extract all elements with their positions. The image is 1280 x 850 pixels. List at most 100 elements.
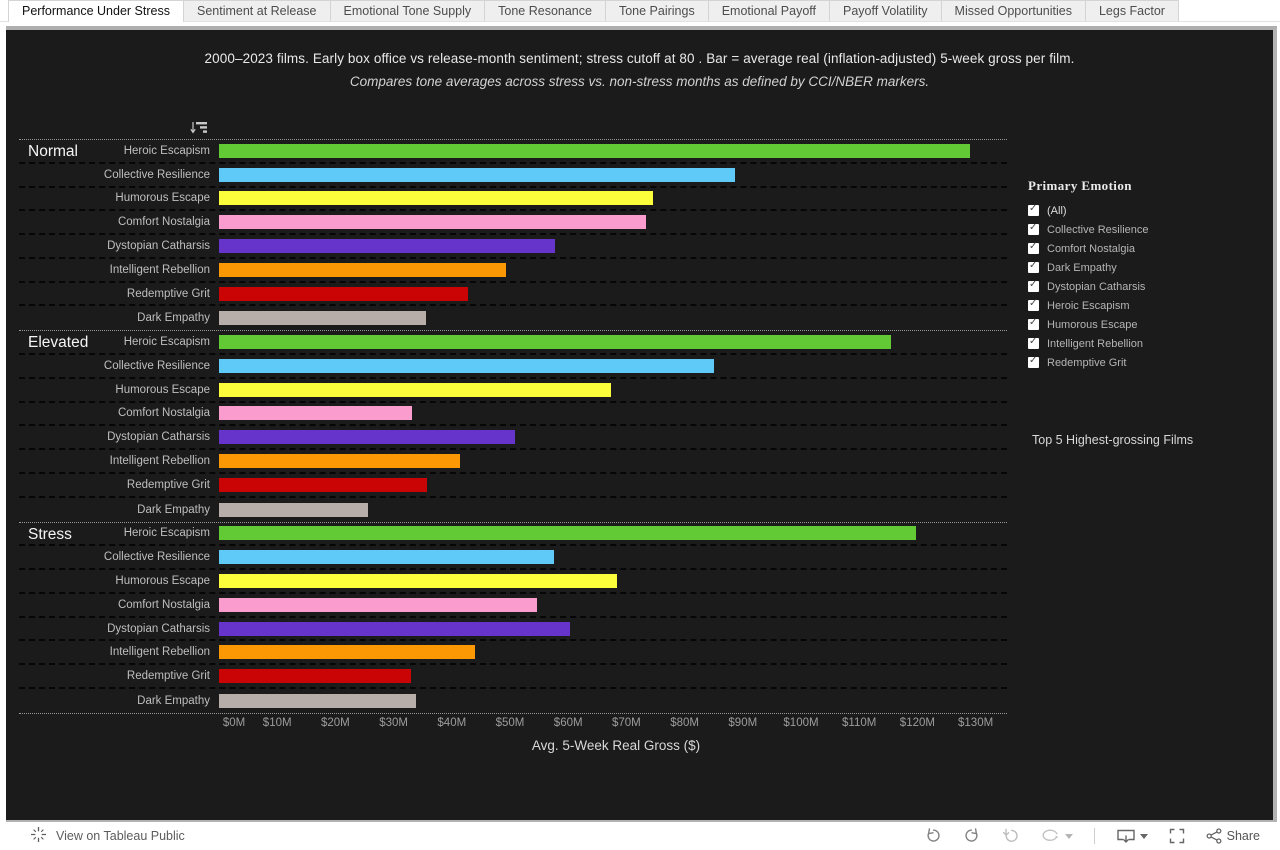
bar-track (219, 597, 1007, 612)
tab-missed-opportunities[interactable]: Missed Opportunities (940, 0, 1086, 21)
share-button[interactable]: Share (1206, 828, 1260, 844)
x-tick-0m: $0M (222, 717, 246, 729)
top5-films-title: Top 5 Highest-grossing Films (1032, 433, 1194, 447)
group-elevated: Elevated Heroic Escapism Collective Resili… (19, 330, 1007, 521)
view-on-tableau-public[interactable]: View on Tableau Public (30, 826, 185, 846)
bar-row: Heroic Escapism (19, 331, 1007, 356)
bar-normal-comfort-nostalgia[interactable] (219, 215, 647, 230)
bar-normal-collective-resilience[interactable] (219, 167, 736, 182)
bar-normal-humorous-escape[interactable] (219, 191, 654, 206)
bar-row: Redemptive Grit (19, 665, 1007, 689)
filter-item-humorous-escape[interactable]: Humorous Escape (1028, 315, 1263, 334)
category-label-redemptive-grit: Redemptive Grit (126, 670, 210, 683)
tab-emotional-tone-supply[interactable]: Emotional Tone Supply (329, 0, 486, 21)
filter-item-label: Heroic Escapism (1047, 299, 1130, 312)
checkbox-checked-icon[interactable] (1028, 279, 1039, 292)
bar-stress-comfort-nostalgia[interactable] (219, 597, 537, 612)
sheet-tabs: Performance Under Stress Sentiment at Rel… (0, 0, 1280, 22)
bar-elevated-dark-empathy[interactable] (219, 502, 368, 517)
bar-elevated-dystopian-catharsis[interactable] (219, 430, 515, 445)
bar-elevated-heroic-escapism[interactable] (219, 335, 891, 350)
dashboard: 2000–2023 films. Early box office vs rel… (6, 26, 1277, 822)
bar-stress-heroic-escapism[interactable] (219, 526, 917, 541)
bar-elevated-humorous-escape[interactable] (219, 382, 611, 397)
replay-button[interactable] (1002, 828, 1020, 844)
bar-elevated-comfort-nostalgia[interactable] (219, 406, 413, 421)
bar-normal-dark-empathy[interactable] (219, 311, 427, 326)
tab-performance-under-stress[interactable]: Performance Under Stress (8, 0, 184, 22)
bar-normal-heroic-escapism[interactable] (219, 143, 970, 158)
bar-stress-collective-resilience[interactable] (219, 550, 555, 565)
filter-item-dark-empathy[interactable]: Dark Empathy (1028, 258, 1263, 277)
tab-payoff-volatility[interactable]: Payoff Volatility (829, 0, 942, 21)
tab-sentiment-at-release[interactable]: Sentiment at Release (182, 0, 331, 21)
filter-item-all[interactable]: (All) (1028, 201, 1263, 220)
filter-item-heroic-escapism[interactable]: Heroic Escapism (1028, 296, 1263, 315)
x-tick-20m: $20M (321, 717, 350, 729)
toolbar-divider (1093, 828, 1095, 844)
filter-item-comfort-nostalgia[interactable]: Comfort Nostalgia (1028, 239, 1263, 258)
checkbox-checked-icon[interactable] (1028, 203, 1039, 216)
category-label-intelligent-rebellion: Intelligent Rebellion (109, 263, 210, 276)
fullscreen-button[interactable] (1169, 828, 1185, 844)
bar-normal-intelligent-rebellion[interactable] (219, 262, 506, 277)
filter-item-label: Intelligent Rebellion (1047, 337, 1144, 350)
bar-row: Dark Empathy (19, 689, 1007, 713)
tab-legs-factor[interactable]: Legs Factor (1084, 0, 1179, 21)
bar-elevated-collective-resilience[interactable] (219, 358, 714, 373)
bar-stress-redemptive-grit[interactable] (219, 669, 411, 684)
bottom-toolbar: View on Tableau Public (0, 822, 1280, 850)
bar-row: Intelligent Rebellion (19, 450, 1007, 474)
checkbox-checked-icon[interactable] (1028, 317, 1039, 330)
checkbox-checked-icon[interactable] (1028, 241, 1039, 254)
bar-stress-intelligent-rebellion[interactable] (219, 645, 476, 660)
view-on-tableau-public-label: View on Tableau Public (56, 829, 185, 843)
bar-row: Dark Empathy (19, 306, 1007, 330)
bar-track (219, 311, 1007, 326)
filter-item-label: Humorous Escape (1047, 318, 1138, 331)
primary-emotion-filter: Primary Emotion (All) Collective Resilien… (1028, 178, 1263, 372)
bar-track (219, 167, 1007, 182)
checkbox-checked-icon[interactable] (1028, 260, 1039, 273)
group-normal: Normal Heroic Escapism Collective Resilien… (19, 139, 1007, 330)
bar-row: Dark Empathy (19, 498, 1007, 522)
tab-emotional-payoff[interactable]: Emotional Payoff (707, 0, 830, 21)
x-tick-50m: $50M (495, 717, 525, 729)
bar-stress-dystopian-catharsis[interactable] (219, 621, 570, 636)
filter-item-intelligent-rebellion[interactable]: Intelligent Rebellion (1028, 334, 1263, 353)
bar-row: Dystopian Catharsis (19, 235, 1007, 259)
dashboard-title: 2000–2023 films. Early box office vs rel… (204, 51, 1075, 66)
bar-elevated-intelligent-rebellion[interactable] (219, 454, 460, 469)
tab-tone-resonance[interactable]: Tone Resonance (484, 0, 606, 21)
undo-button[interactable] (924, 828, 942, 844)
checkbox-checked-icon[interactable] (1028, 336, 1039, 349)
sort-icon[interactable] (190, 121, 208, 137)
download-button[interactable] (1116, 828, 1148, 845)
tab-tone-pairings[interactable]: Tone Pairings (604, 0, 709, 21)
checkbox-checked-icon[interactable] (1028, 298, 1039, 311)
category-label-humorous-escape: Humorous Escape (115, 383, 210, 396)
bar-track (219, 430, 1007, 445)
bar-row: Humorous Escape (19, 570, 1007, 594)
redo-button[interactable] (963, 828, 981, 844)
bar-row: Intelligent Rebellion (19, 259, 1007, 283)
group-stress: Stress Heroic Escapism Collective Resilien… (19, 521, 1007, 714)
bar-normal-redemptive-grit[interactable] (219, 286, 469, 301)
x-tick-10m: $10M (262, 717, 292, 729)
group-label-elevated: Elevated (28, 334, 89, 352)
filter-item-collective-resilience[interactable]: Collective Resilience (1028, 220, 1263, 239)
bar-elevated-redemptive-grit[interactable] (219, 477, 427, 492)
bar-row: Heroic Escapism (19, 523, 1007, 547)
checkbox-checked-icon[interactable] (1028, 355, 1039, 368)
filter-item-redemptive-grit[interactable]: Redemptive Grit (1028, 353, 1263, 372)
bar-stress-dark-empathy[interactable] (219, 693, 417, 708)
bar-stress-humorous-escape[interactable] (219, 573, 618, 588)
bar-normal-dystopian-catharsis[interactable] (219, 239, 555, 254)
bar-row: Collective Resilience (19, 355, 1007, 379)
bar-track (219, 669, 1007, 684)
checkbox-checked-icon[interactable] (1028, 222, 1039, 235)
filter-item-dystopian-catharsis[interactable]: Dystopian Catharsis (1028, 277, 1263, 296)
refresh-button[interactable] (1041, 828, 1073, 844)
toolbar-actions: Share (924, 828, 1260, 845)
